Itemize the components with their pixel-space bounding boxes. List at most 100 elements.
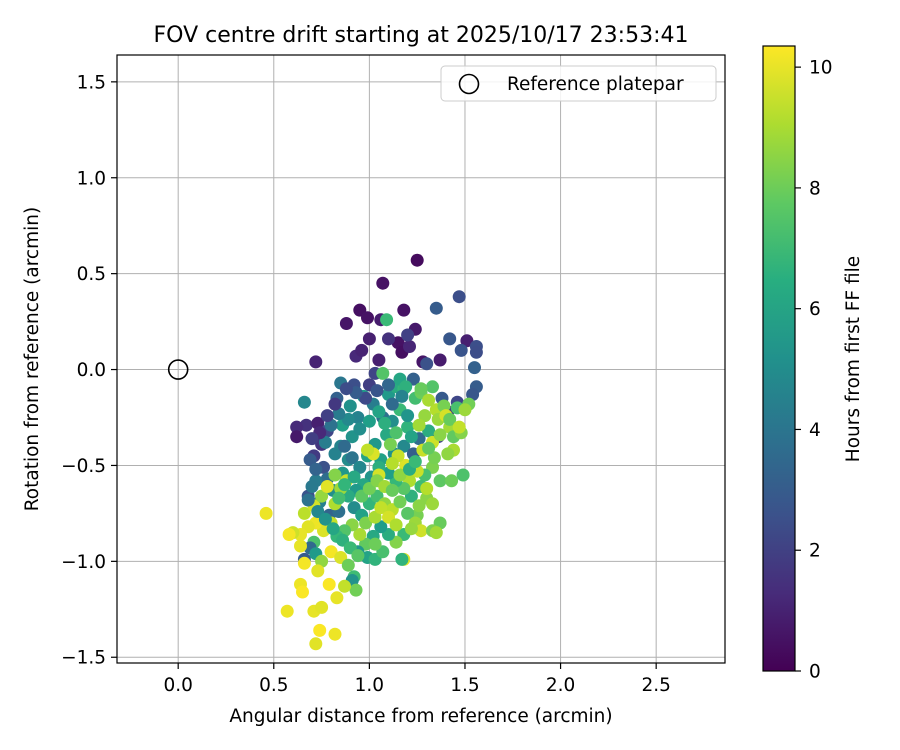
scatter-point: [345, 451, 359, 465]
colorbar-label: Hours from first FF file: [843, 256, 864, 462]
scatter-point: [361, 443, 374, 457]
scatter-point: [297, 556, 311, 570]
scatter-point: [389, 518, 403, 532]
scatter-point: [294, 539, 307, 553]
scatter-point: [313, 623, 327, 637]
scatter-point: [385, 397, 399, 411]
scatter-point: [374, 520, 388, 534]
scatter-point: [389, 426, 403, 440]
scatter-point: [385, 483, 399, 497]
scatter-point: [301, 493, 315, 507]
scatter-point: [362, 414, 376, 428]
scatter-point: [339, 317, 353, 330]
y-tick-label: 0.0: [77, 360, 106, 381]
scatter-point: [368, 537, 382, 551]
scatter-point: [282, 528, 296, 541]
y-tick-label: 1.0: [77, 168, 106, 189]
colorbar-tick-label: 4: [809, 420, 821, 441]
colorbar-tick-label: 0: [809, 662, 821, 683]
scatter-point: [338, 579, 351, 593]
scatter-point: [328, 447, 342, 461]
scatter-point: [418, 409, 432, 423]
scatter-point: [433, 428, 447, 442]
scatter-point: [328, 627, 342, 641]
scatter-point: [401, 506, 415, 520]
scatter-point: [414, 382, 428, 396]
scatter-point: [318, 512, 332, 526]
scatter-point: [429, 301, 443, 315]
scatter-point: [443, 412, 457, 426]
x-tick-label: 2.0: [546, 675, 575, 696]
scatter-point: [372, 405, 386, 419]
scatter-point: [404, 430, 418, 444]
colorbar-frame: [762, 45, 796, 672]
scatter-point: [297, 395, 311, 409]
scatter-point: [311, 564, 325, 578]
scatter-point: [412, 418, 426, 432]
scatter-point: [259, 506, 273, 520]
scatter-point: [397, 303, 411, 317]
y-tick-label: 1.5: [77, 72, 106, 93]
scatter-point: [382, 378, 395, 392]
x-tick-label: 2.5: [641, 675, 670, 696]
y-tick-label: 0.5: [77, 264, 106, 285]
colorbar-tick-label: 6: [809, 299, 821, 320]
scatter-point: [395, 552, 409, 566]
x-tick-label: 0.0: [163, 675, 192, 696]
scatter-point: [315, 489, 329, 503]
scatter-point: [309, 462, 323, 476]
legend-marker-icon: [458, 73, 480, 95]
scatter-point: [330, 591, 344, 605]
scatter-point: [426, 380, 439, 394]
scatter-point: [445, 474, 459, 488]
scatter-point: [422, 424, 436, 438]
scatter-point: [382, 332, 395, 346]
y-axis-ticks: −1.5 −1.0 −0.5 0.0 0.5 1.0 1.5: [61, 72, 117, 669]
scatter-point: [280, 604, 294, 618]
scatter-point: [458, 403, 472, 417]
scatter-point: [353, 460, 367, 474]
scatter-point: [359, 391, 373, 405]
colorbar-ticks: 0 2 4 6 8 10: [795, 58, 833, 683]
scatter-point: [412, 499, 426, 513]
scatter-point: [376, 276, 390, 290]
scatter-point: [452, 290, 466, 304]
reference-platepar-marker: [167, 359, 189, 380]
scatter-point: [305, 432, 319, 446]
x-axis-ticks: 0.0 0.5 1.0 1.5 2.0 2.5: [163, 663, 671, 696]
scatter-point: [404, 522, 418, 536]
scatter-point: [349, 583, 363, 597]
y-axis-label: Rotation from reference (arcmin): [22, 207, 43, 511]
scatter-point: [353, 422, 367, 436]
scatter-point: [433, 474, 447, 488]
scatter-point: [338, 478, 351, 492]
scatter-point: [403, 340, 416, 353]
scatter-point: [296, 585, 309, 599]
scatter-point: [454, 343, 468, 357]
legend-label-reference-platepar: Reference platepar: [507, 74, 684, 95]
legend-box: [440, 65, 717, 102]
scatter-point: [408, 455, 422, 469]
scatter-point: [443, 332, 457, 346]
plot-frame: [116, 54, 726, 664]
scatter-point: [297, 506, 311, 520]
scatter-point: [420, 357, 434, 371]
y-tick-label: −1.5: [61, 648, 106, 669]
scatter-point: [385, 457, 399, 470]
scatter-point: [339, 382, 353, 396]
scatter-point: [338, 439, 351, 453]
scatter-point: [422, 441, 436, 455]
scatter-point: [368, 510, 382, 524]
scatter-point: [397, 439, 411, 453]
legend: Reference platepar: [440, 65, 717, 102]
scatter-point: [318, 435, 332, 449]
scatter-point: [374, 501, 388, 515]
scatter-point: [315, 600, 329, 614]
scatter-point: [359, 516, 373, 530]
scatter-point: [422, 393, 436, 407]
scatter-point: [305, 480, 319, 493]
scatter-point: [290, 420, 304, 434]
x-axis-label: Angular distance from reference (arcmin): [229, 706, 612, 727]
scatter-point: [309, 355, 323, 369]
colorbar-tick-label: 2: [809, 541, 821, 562]
